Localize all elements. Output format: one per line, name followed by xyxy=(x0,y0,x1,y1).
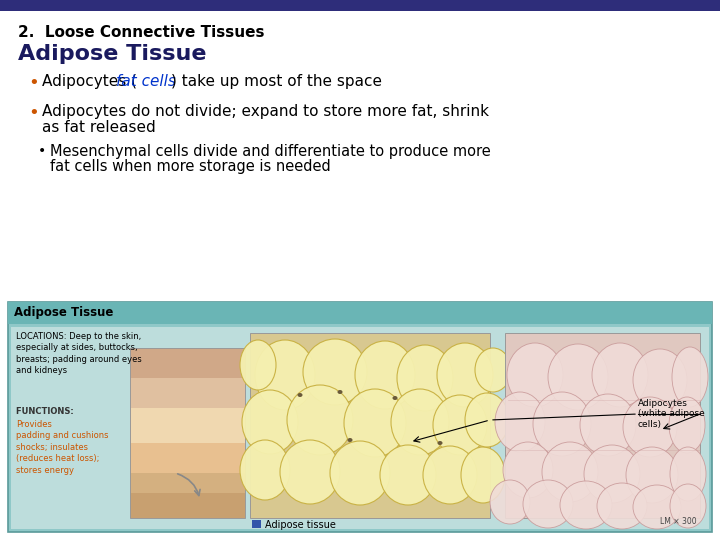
Ellipse shape xyxy=(423,446,477,504)
Ellipse shape xyxy=(672,347,708,407)
Ellipse shape xyxy=(592,343,648,407)
Bar xyxy=(130,473,245,493)
Text: Adipose Tissue: Adipose Tissue xyxy=(14,306,113,319)
Ellipse shape xyxy=(670,447,706,501)
Text: •: • xyxy=(38,144,46,158)
Text: •: • xyxy=(28,74,39,92)
Ellipse shape xyxy=(461,447,505,503)
Ellipse shape xyxy=(344,389,406,457)
Ellipse shape xyxy=(626,447,678,503)
Text: Adipose Tissue: Adipose Tissue xyxy=(18,44,207,64)
Ellipse shape xyxy=(240,440,290,500)
Ellipse shape xyxy=(297,393,302,397)
Ellipse shape xyxy=(433,395,487,455)
Text: Adipocytes (: Adipocytes ( xyxy=(42,74,137,89)
Text: LM × 300: LM × 300 xyxy=(660,517,697,526)
Ellipse shape xyxy=(633,349,687,411)
Ellipse shape xyxy=(560,481,612,529)
Text: as fat released: as fat released xyxy=(42,120,156,135)
Bar xyxy=(130,443,245,473)
Ellipse shape xyxy=(490,480,530,524)
Ellipse shape xyxy=(669,397,705,453)
Ellipse shape xyxy=(392,396,397,400)
Ellipse shape xyxy=(438,441,443,445)
Text: •: • xyxy=(28,104,39,122)
Ellipse shape xyxy=(242,390,298,454)
Ellipse shape xyxy=(507,343,563,407)
Ellipse shape xyxy=(670,484,706,528)
Ellipse shape xyxy=(503,442,553,498)
Ellipse shape xyxy=(338,390,343,394)
Text: Adipocytes
(white adipose
cells): Adipocytes (white adipose cells) xyxy=(638,399,705,429)
Bar xyxy=(8,302,712,324)
Ellipse shape xyxy=(287,385,353,455)
Bar xyxy=(11,327,709,529)
Text: Provides
padding and cushions
shocks; insulates
(reduces heat loss);
stores ener: Provides padding and cushions shocks; in… xyxy=(16,420,109,475)
Ellipse shape xyxy=(597,483,647,529)
Bar xyxy=(8,302,712,532)
Ellipse shape xyxy=(533,392,591,456)
Ellipse shape xyxy=(380,445,436,505)
Text: FUNCTIONS:: FUNCTIONS: xyxy=(16,407,76,416)
Bar xyxy=(130,378,245,408)
Ellipse shape xyxy=(580,394,636,456)
Bar xyxy=(0,0,720,11)
Text: fat cells: fat cells xyxy=(116,74,176,89)
Ellipse shape xyxy=(584,445,640,503)
Ellipse shape xyxy=(542,442,598,502)
Bar xyxy=(130,493,245,518)
Bar xyxy=(250,333,490,518)
Text: Adipose tissue: Adipose tissue xyxy=(265,520,336,530)
Ellipse shape xyxy=(623,397,677,457)
Bar xyxy=(130,348,245,378)
Text: Adipocytes do not divide; expand to store more fat, shrink: Adipocytes do not divide; expand to stor… xyxy=(42,104,489,119)
Text: ) take up most of the space: ) take up most of the space xyxy=(171,74,382,89)
Bar xyxy=(130,408,245,443)
Ellipse shape xyxy=(548,344,608,410)
Ellipse shape xyxy=(495,392,545,452)
Text: fat cells when more storage is needed: fat cells when more storage is needed xyxy=(50,159,330,174)
Text: Mesenchymal cells divide and differentiate to produce more: Mesenchymal cells divide and differentia… xyxy=(50,144,491,159)
Ellipse shape xyxy=(475,348,511,392)
Ellipse shape xyxy=(255,340,315,410)
Ellipse shape xyxy=(523,480,573,528)
Ellipse shape xyxy=(391,389,449,455)
Bar xyxy=(130,348,245,518)
Ellipse shape xyxy=(465,393,509,447)
Ellipse shape xyxy=(355,341,415,409)
Ellipse shape xyxy=(397,345,453,411)
Ellipse shape xyxy=(240,340,276,390)
Ellipse shape xyxy=(303,339,367,405)
Ellipse shape xyxy=(437,343,493,407)
Ellipse shape xyxy=(633,485,681,529)
Bar xyxy=(505,333,700,518)
Bar xyxy=(252,520,261,528)
Text: LOCATIONS: Deep to the skin,
especially at sides, buttocks,
breasts; padding aro: LOCATIONS: Deep to the skin, especially … xyxy=(16,332,142,375)
Ellipse shape xyxy=(330,441,390,505)
Ellipse shape xyxy=(280,440,340,504)
Ellipse shape xyxy=(348,438,353,442)
Text: 2.  Loose Connective Tissues: 2. Loose Connective Tissues xyxy=(18,25,264,40)
